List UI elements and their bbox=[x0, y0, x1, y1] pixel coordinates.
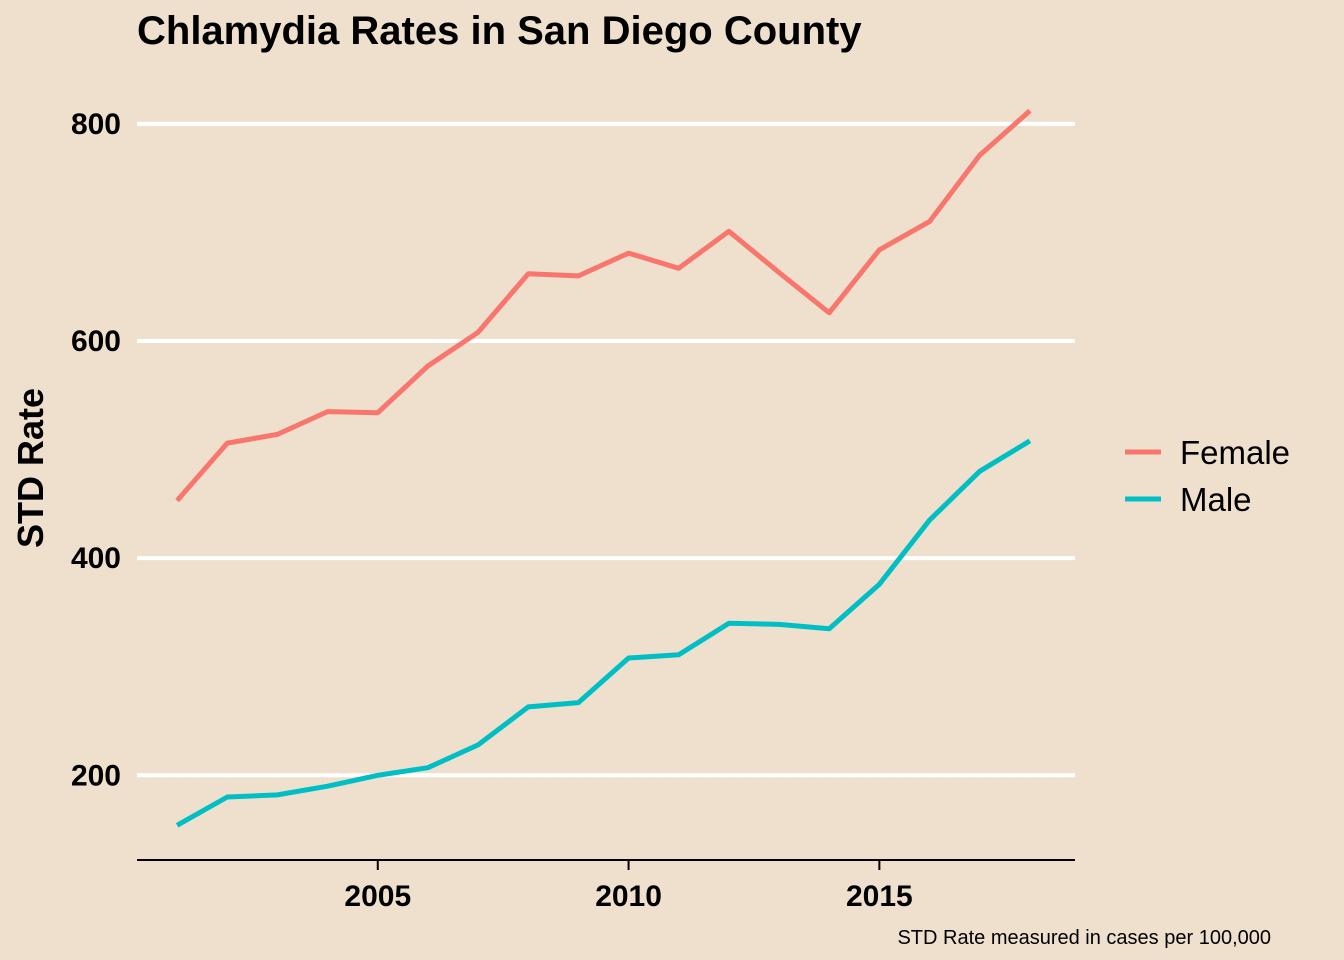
y-tick-label-600: 600 bbox=[71, 325, 121, 358]
gridlines bbox=[137, 121, 1075, 778]
y-tick-label-800: 800 bbox=[71, 108, 121, 141]
x-tick-label-2005: 2005 bbox=[344, 880, 411, 913]
x-tick-label-2010: 2010 bbox=[595, 880, 662, 913]
chart-caption: STD Rate measured in cases per 100,000 bbox=[897, 927, 1271, 949]
y-tick-label-200: 200 bbox=[71, 759, 121, 792]
y-axis-ticks: 200 400 600 800 bbox=[71, 108, 121, 792]
chart-title: Chlamydia Rates in San Diego County bbox=[137, 9, 862, 53]
x-axis-ticks: 2005 2010 2015 bbox=[344, 860, 913, 913]
series-line-male bbox=[175, 438, 1032, 828]
series-lines bbox=[175, 108, 1032, 828]
legend: Female Male bbox=[1125, 434, 1290, 518]
y-tick-label-400: 400 bbox=[71, 542, 121, 575]
legend-label-male: Male bbox=[1180, 481, 1252, 518]
legend-label-female: Female bbox=[1180, 434, 1290, 471]
y-axis-label: STD Rate bbox=[10, 388, 51, 548]
x-tick-label-2015: 2015 bbox=[846, 880, 913, 913]
series-line-female bbox=[175, 108, 1032, 503]
